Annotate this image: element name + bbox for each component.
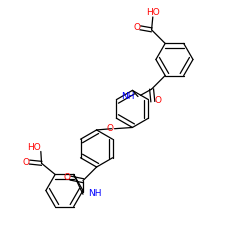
Text: O: O [155, 96, 162, 105]
Text: HO: HO [27, 143, 41, 152]
Text: NH: NH [88, 189, 102, 198]
Text: O: O [23, 158, 30, 166]
Text: O: O [106, 124, 113, 133]
Text: O: O [64, 173, 70, 182]
Text: O: O [134, 23, 140, 32]
Text: HO: HO [146, 8, 160, 17]
Text: NH: NH [122, 92, 135, 100]
